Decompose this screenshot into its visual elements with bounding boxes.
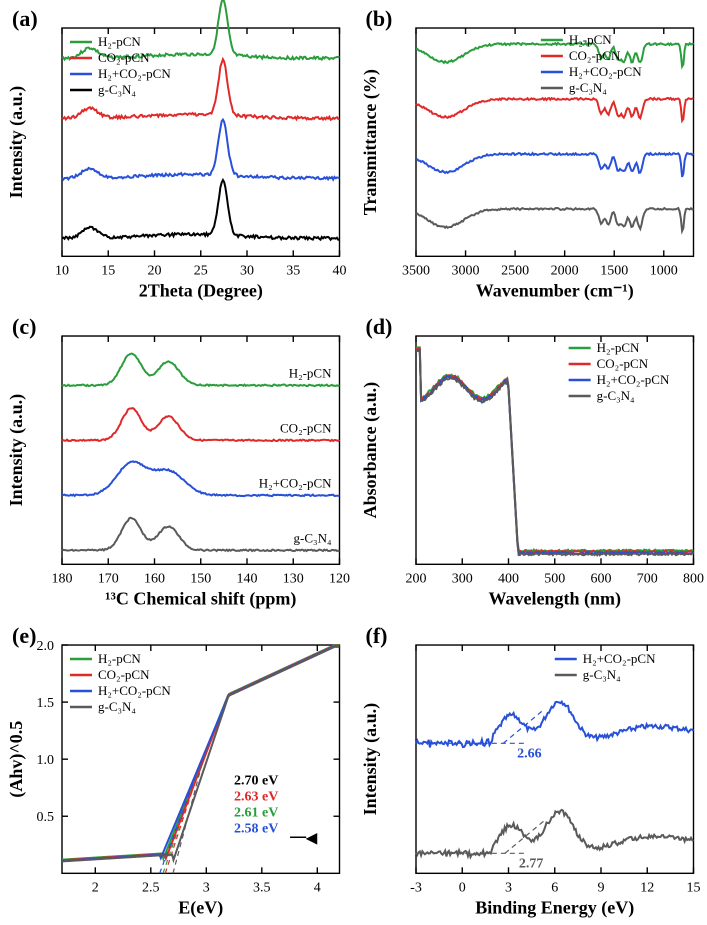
svg-text:2.66: 2.66: [517, 746, 542, 761]
svg-text:2.61 eV: 2.61 eV: [234, 805, 278, 820]
svg-text:H₂-pCN: H₂-pCN: [289, 366, 332, 381]
svg-text:2.5: 2.5: [142, 880, 160, 895]
svg-text:2.63 eV: 2.63 eV: [234, 789, 278, 804]
svg-text:170: 170: [98, 572, 119, 587]
svg-text:1.5: 1.5: [37, 696, 55, 711]
svg-text:140: 140: [237, 572, 258, 587]
svg-text:3: 3: [203, 880, 210, 895]
panel-label-e: (e): [12, 623, 36, 649]
svg-text:2.70 eV: 2.70 eV: [234, 773, 278, 788]
legend-item-gC3N4: g-C₃N₄: [582, 667, 620, 682]
legend-item-CO2pCN: CO₂-pCN: [568, 48, 620, 63]
svg-text:700: 700: [636, 572, 657, 587]
ylabel-c: Intensity (a.u.): [6, 394, 27, 507]
panel-b: 3500 3000 2500 2000 1500 1000 Wavenumber (cm⁻¹…: [354, 0, 707, 308]
svg-text:3: 3: [505, 880, 512, 895]
ylabel-a: Intensity (a.u.): [6, 86, 27, 199]
svg-text:2000: 2000: [550, 263, 578, 278]
svg-text:180: 180: [52, 572, 73, 587]
svg-text:500: 500: [544, 572, 565, 587]
svg-text:120: 120: [329, 572, 350, 587]
svg-text:600: 600: [590, 572, 611, 587]
ylabel-e: (Ahv)^0.5: [6, 720, 27, 797]
legend-item-H2CO2pCN: H₂+CO₂-pCN: [98, 683, 171, 698]
svg-text:2.77: 2.77: [518, 856, 543, 871]
svg-text:0.5: 0.5: [37, 810, 55, 825]
svg-text:40: 40: [333, 263, 347, 278]
svg-text:1.0: 1.0: [37, 753, 55, 768]
legend-item-gC3N4: g-C₃N₄: [596, 388, 634, 403]
panel-label-c: (c): [12, 314, 36, 340]
svg-text:2500: 2500: [501, 263, 529, 278]
svg-text:30: 30: [240, 263, 254, 278]
svg-text:H₂+CO₂-pCN: H₂+CO₂-pCN: [259, 476, 332, 491]
panel-a: 10 15 20 25 30 35 40 2Theta (Degree) Intensity (…: [0, 0, 354, 308]
legend-item-CO2pCN: CO₂-pCN: [98, 667, 150, 682]
ylabel-f: Intensity (a.u.): [360, 703, 381, 816]
svg-text:-3: -3: [410, 880, 422, 895]
panel-f: -3 0 3 6 9 12 15 Binding Energy (eV) Intensity (…: [354, 617, 707, 925]
svg-text:15: 15: [101, 263, 115, 278]
svg-text:10: 10: [55, 263, 69, 278]
svg-text:CO₂-pCN: CO₂-pCN: [280, 421, 332, 436]
svg-text:2.0: 2.0: [37, 639, 55, 654]
svg-text:25: 25: [194, 263, 208, 278]
svg-text:2.58 eV: 2.58 eV: [234, 821, 278, 836]
legend-item-H2pCN: H₂-pCN: [596, 340, 639, 355]
svg-text:9: 9: [597, 880, 604, 895]
legend-item-gC3N4: g-C₃N₄: [98, 699, 136, 714]
svg-text:2: 2: [92, 880, 99, 895]
svg-text:150: 150: [190, 572, 211, 587]
legend-item-CO2pCN: CO₂-pCN: [596, 356, 648, 371]
svg-text:1500: 1500: [600, 263, 628, 278]
legend-item-gC3N4: g-C₃N₄: [98, 82, 136, 97]
svg-text:12: 12: [640, 880, 654, 895]
svg-text:35: 35: [286, 263, 300, 278]
xlabel-e: E(eV): [178, 897, 223, 918]
ylabel-d: Absorbance (a.u.): [360, 382, 381, 519]
xlabel-a: 2Theta (Degree): [139, 280, 263, 301]
svg-text:3500: 3500: [402, 263, 430, 278]
legend-item-H2CO2pCN: H₂+CO₂-pCN: [582, 651, 655, 666]
panel-label-a: (a): [12, 6, 38, 32]
svg-text:160: 160: [144, 572, 165, 587]
svg-text:15: 15: [686, 880, 700, 895]
panel-label-f: (f): [366, 623, 388, 649]
panel-label-d: (d): [366, 314, 393, 340]
svg-text:g-C₃N₄: g-C₃N₄: [294, 531, 332, 546]
panel-c: 180 170 160 150 140 130 120 ¹³C Chemical shift …: [0, 308, 354, 616]
ylabel-b: Transmittance (%): [360, 69, 381, 215]
svg-text:0: 0: [458, 880, 465, 895]
svg-text:800: 800: [683, 572, 704, 587]
svg-text:3000: 3000: [451, 263, 479, 278]
xlabel-b: Wavenumber (cm⁻¹): [475, 280, 633, 301]
legend-item-H2pCN: H₂-pCN: [98, 651, 141, 666]
svg-text:3.5: 3.5: [253, 880, 271, 895]
svg-text:6: 6: [551, 880, 558, 895]
xlabel-d: Wavelength (nm): [488, 589, 621, 610]
legend-item-CO2pCN: CO₂-pCN: [98, 50, 150, 65]
svg-text:◀: ◀: [305, 831, 317, 846]
svg-text:1000: 1000: [649, 263, 677, 278]
svg-text:400: 400: [498, 572, 519, 587]
panel-label-b: (b): [366, 6, 393, 32]
svg-text:300: 300: [451, 572, 472, 587]
legend-item-H2CO2pCN: H₂+CO₂-pCN: [568, 64, 641, 79]
panel-e: 2 2.5 3 3.5 4 0.5 1.0 1.5 2.0 E(eV) (Ahv)^0.5 2.70 …: [0, 617, 354, 925]
svg-text:200: 200: [405, 572, 426, 587]
svg-text:130: 130: [283, 572, 304, 587]
legend-item-gC3N4: g-C₃N₄: [568, 80, 606, 95]
svg-text:4: 4: [314, 880, 321, 895]
xlabel-f: Binding Energy (eV): [475, 897, 634, 918]
legend-item-H2CO2pCN: H₂+CO₂-pCN: [596, 372, 669, 387]
panel-d: 200 300 400 500 600 700 800 Wavelength (nm) Abso…: [354, 308, 707, 616]
legend-item-H2pCN: H₂-pCN: [98, 34, 141, 49]
xlabel-c: ¹³C Chemical shift (ppm): [105, 589, 296, 610]
legend-item-H2CO2pCN: H₂+CO₂-pCN: [98, 66, 171, 81]
legend-item-H2pCN: H₂-pCN: [568, 32, 611, 47]
svg-text:20: 20: [148, 263, 162, 278]
